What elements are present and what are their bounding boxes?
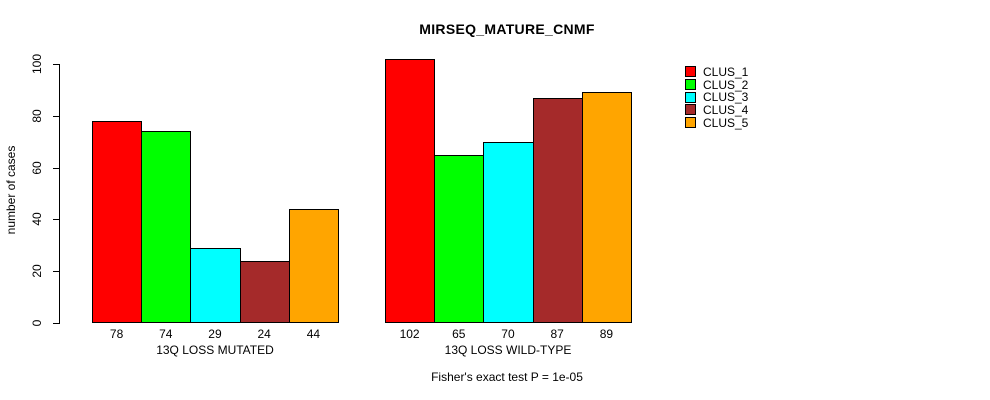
bar-value-label: 70 — [501, 327, 515, 341]
fisher-test-note: Fisher's exact test P = 1e-05 — [431, 370, 583, 384]
y-axis-tick-label: 40 — [30, 212, 44, 227]
y-axis-tick-label: 80 — [30, 109, 44, 123]
y-axis-tick-label: 0 — [30, 319, 44, 327]
legend-item: CLUS_3 — [685, 90, 749, 105]
y-axis-tick-label: 60 — [30, 160, 44, 175]
legend-label: CLUS_1 — [703, 64, 749, 79]
legend-label: CLUS_4 — [703, 102, 749, 117]
bar-clus_2-2 — [434, 154, 485, 323]
bar-value-label: 29 — [208, 327, 222, 341]
legend-swatch-clus_2 — [685, 79, 696, 91]
legend-swatch-clus_3 — [685, 91, 696, 103]
legend-label: CLUS_2 — [703, 77, 749, 92]
legend-item: CLUS_2 — [685, 77, 749, 92]
bar-value-label: 87 — [550, 327, 564, 341]
bar-value-label: 74 — [159, 327, 173, 341]
legend: CLUS_1 CLUS_2 CLUS_3 CLUS_4 CLUS_5 — [685, 64, 749, 130]
y-axis-tick — [53, 323, 60, 324]
y-axis-tick-label: 100 — [30, 53, 44, 75]
chart-title: MIRSEQ_MATURE_CNMF — [419, 21, 595, 37]
y-axis-tick — [53, 219, 60, 221]
legend-label: CLUS_5 — [703, 115, 749, 130]
category-label: 13Q LOSS MUTATED — [156, 343, 274, 357]
legend-item: CLUS_4 — [685, 102, 749, 117]
bar-clus_1-2 — [385, 58, 436, 323]
legend-item: CLUS_1 — [685, 64, 749, 79]
legend-item: CLUS_5 — [685, 115, 749, 130]
bar-clus_2-1 — [141, 131, 192, 323]
bar-clus_5-2 — [581, 92, 632, 323]
legend-label: CLUS_3 — [703, 90, 749, 105]
bar-clus_4-1 — [239, 260, 290, 323]
bar-value-label: 24 — [257, 327, 271, 341]
y-axis-tick — [53, 64, 60, 65]
bar-value-label: 102 — [399, 327, 420, 341]
bar-clus_1-1 — [92, 120, 143, 323]
y-axis-tick-label: 20 — [30, 264, 44, 278]
legend-swatch-clus_5 — [685, 117, 696, 129]
y-axis-tick — [53, 115, 60, 117]
y-axis-tick — [53, 167, 60, 169]
bar-value-label: 44 — [306, 327, 321, 341]
bar-value-label: 89 — [599, 327, 614, 341]
legend-swatch-clus_1 — [685, 66, 696, 78]
y-axis-tick — [53, 271, 60, 273]
legend-swatch-clus_4 — [685, 104, 696, 116]
bar-clus_4-2 — [532, 97, 583, 323]
bar-clus_5-1 — [288, 209, 339, 323]
category-label: 13Q LOSS WILD-TYPE — [444, 343, 572, 357]
y-axis-line — [59, 64, 60, 324]
bar-clus_3-1 — [190, 247, 241, 323]
bar-value-label: 78 — [109, 327, 124, 341]
bar-clus_3-2 — [483, 141, 534, 323]
bar-value-label: 65 — [452, 327, 466, 341]
